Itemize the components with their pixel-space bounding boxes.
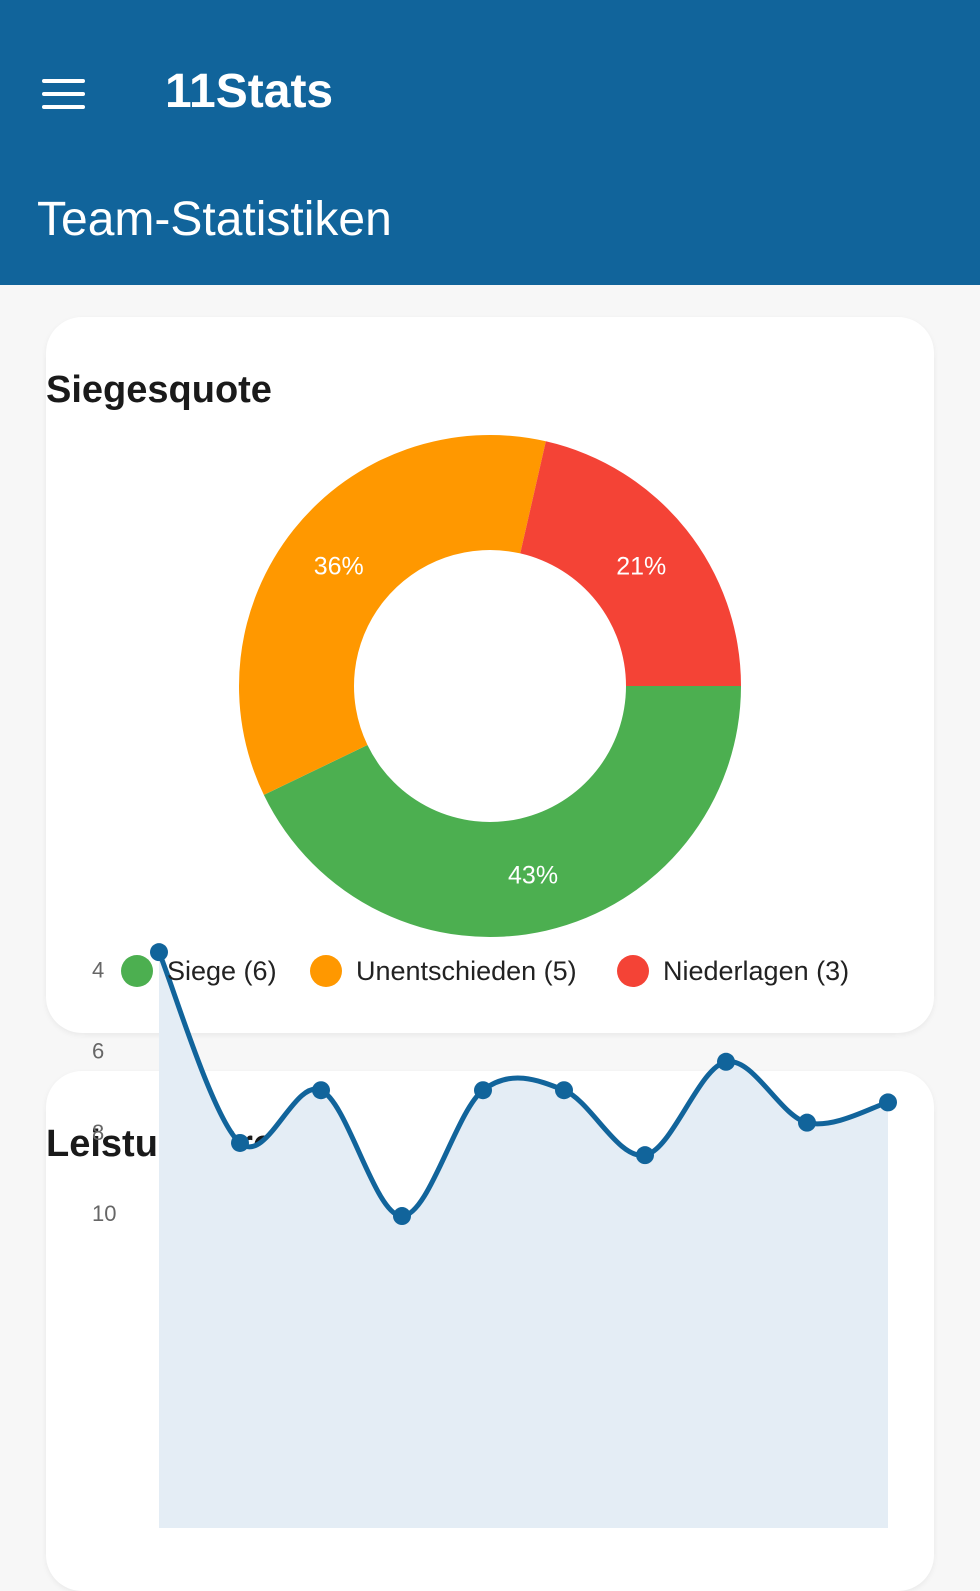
legend-color-dot	[617, 955, 649, 987]
menu-bar-bottom	[41, 105, 85, 109]
menu-icon[interactable]	[30, 66, 96, 122]
donut-slice-label: 43%	[508, 862, 558, 890]
y-axis-tick-label: 6	[92, 1039, 104, 1064]
legend-item: Siege (6)	[121, 946, 277, 996]
donut-slice-0	[263, 686, 741, 938]
menu-bar-top	[41, 79, 85, 83]
trend-data-point	[555, 1081, 573, 1100]
y-axis-tick-label: 4	[92, 957, 104, 982]
donut-slice-label: 36%	[314, 552, 364, 580]
trend-data-point	[717, 1052, 735, 1071]
legend-label: Siege (6)	[167, 955, 277, 986]
trend-data-point	[636, 1146, 654, 1165]
legend-color-dot	[310, 955, 342, 987]
win-rate-title: Siegesquote	[46, 369, 272, 411]
trend-data-point	[312, 1081, 330, 1100]
menu-bar-middle	[41, 92, 85, 96]
win-rate-legend: Siege (6) Unentschieden (5) Niederlagen (3…	[0, 946, 980, 996]
performance-trend-chart: 10 8 6 4	[92, 943, 897, 1528]
legend-item: Niederlagen (3)	[617, 946, 849, 996]
trend-data-point	[798, 1113, 816, 1132]
donut-slice-2	[520, 441, 741, 686]
trend-data-point	[150, 943, 168, 962]
app-bar: 11Stats Team-Statistiken	[0, 0, 980, 285]
trend-area-fill	[159, 952, 888, 1528]
legend-label: Niederlagen (3)	[663, 955, 850, 986]
legend-color-dot	[121, 955, 153, 987]
donut-slice-label: 21%	[616, 552, 666, 580]
trend-data-point	[231, 1133, 249, 1152]
y-axis-tick-label: 10	[92, 1201, 116, 1226]
app-title: 11Stats	[165, 65, 334, 118]
trend-data-point	[879, 1093, 897, 1112]
win-rate-donut-chart: 43% 36% 21%	[238, 435, 741, 938]
legend-item: Unentschieden (5)	[310, 946, 577, 996]
trend-data-point	[474, 1081, 492, 1100]
donut-slice-1	[238, 435, 546, 795]
legend-label: Unentschieden (5)	[356, 955, 577, 986]
page-title: Team-Statistiken	[37, 193, 392, 246]
trend-data-point	[393, 1207, 411, 1226]
y-axis-tick-label: 8	[92, 1120, 104, 1145]
